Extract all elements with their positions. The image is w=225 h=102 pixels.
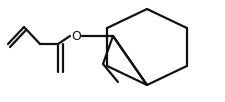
Text: O: O (71, 29, 81, 43)
